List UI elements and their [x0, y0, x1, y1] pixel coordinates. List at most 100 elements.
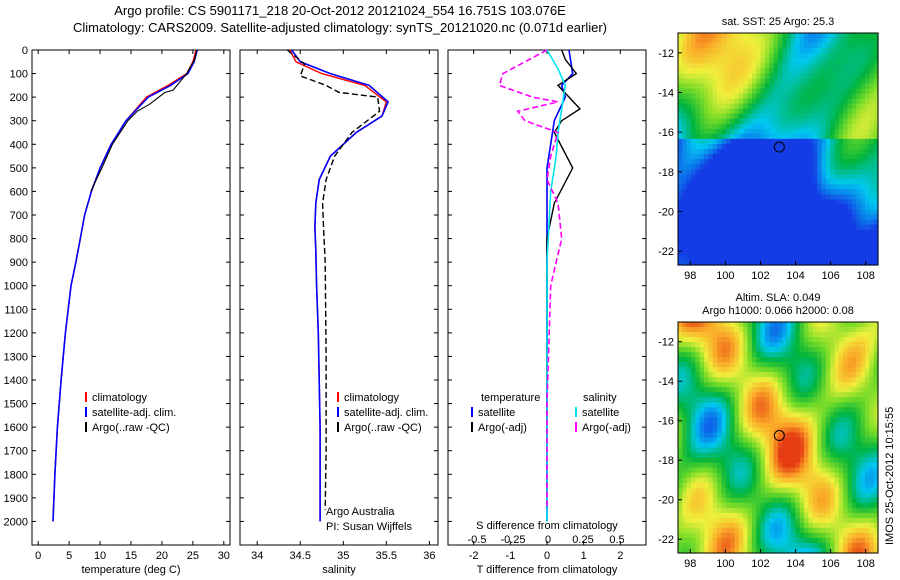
- map-cell: [686, 357, 692, 363]
- map-cell: [699, 377, 705, 383]
- map-cell: [812, 492, 818, 499]
- map-cell: [704, 472, 710, 479]
- map-cell: [864, 502, 870, 509]
- map-cell: [795, 33, 801, 39]
- map-cell: [760, 189, 766, 195]
- map-cell: [699, 487, 705, 494]
- map-cell: [812, 437, 818, 444]
- map-cell: [778, 377, 783, 383]
- map-cell: [738, 128, 744, 135]
- map-cell: [721, 392, 727, 398]
- map-cell: [778, 502, 783, 509]
- map-cell: [747, 254, 753, 261]
- map-cell: [764, 367, 770, 373]
- map-cell: [682, 382, 688, 388]
- map-cell: [686, 113, 692, 120]
- map-cell: [760, 537, 766, 544]
- map-cell: [778, 159, 783, 165]
- map-cell: [717, 234, 723, 241]
- map-cell: [873, 88, 879, 95]
- map-cell: [821, 73, 827, 79]
- map-cell: [873, 63, 879, 69]
- map-cell: [812, 123, 818, 130]
- map-cell: [817, 194, 823, 201]
- map-cell: [782, 244, 788, 251]
- map-cell: [804, 123, 810, 130]
- map-cell: [695, 138, 701, 145]
- map-cell: [778, 63, 783, 69]
- map-cell: [786, 234, 792, 241]
- map-cell: [817, 442, 823, 449]
- map-cell: [782, 128, 788, 135]
- map-cell: [795, 143, 801, 150]
- map-cell: [778, 452, 783, 459]
- map-cell: [760, 487, 766, 494]
- map-cell: [721, 452, 727, 459]
- map-cell: [808, 347, 814, 353]
- map-cell: [864, 377, 870, 383]
- map-cell: [860, 194, 866, 201]
- map-cell: [821, 159, 827, 165]
- map-cell: [825, 452, 831, 459]
- map-cell: [738, 103, 744, 110]
- map-cell: [769, 547, 775, 554]
- map-cell: [717, 154, 723, 160]
- map-cell: [799, 452, 805, 459]
- map-cell: [869, 427, 875, 434]
- map-cell: [756, 392, 762, 398]
- map-cell: [751, 149, 757, 155]
- map-cell: [699, 98, 705, 105]
- map-cell: [760, 234, 766, 241]
- map-cell: [825, 367, 831, 373]
- map-cell: [725, 43, 731, 49]
- map-cell: [799, 68, 805, 74]
- map-cell: [695, 179, 701, 185]
- map-cell: [825, 382, 831, 388]
- map-cell: [786, 48, 792, 54]
- map-cell: [721, 417, 727, 424]
- map-cell: [782, 442, 788, 449]
- map-cell: [760, 204, 766, 211]
- map-cell: [760, 159, 766, 165]
- map-cell: [751, 214, 757, 221]
- map-cell: [778, 397, 783, 403]
- map-cell: [734, 123, 740, 130]
- map-cell: [704, 457, 710, 464]
- map-cell: [864, 447, 870, 454]
- map-cell: [678, 164, 683, 170]
- map-cell: [725, 477, 731, 484]
- map-cell: [695, 377, 701, 383]
- map-cell: [838, 234, 844, 241]
- map-cell: [738, 512, 744, 519]
- map-cell: [773, 432, 779, 439]
- map-cell: [791, 219, 796, 226]
- map-cell: [725, 184, 731, 190]
- map-cell: [764, 507, 770, 514]
- map-cell: [756, 63, 762, 69]
- map-cell: [721, 103, 727, 110]
- map-cell: [799, 128, 805, 135]
- map-cell: [721, 78, 727, 85]
- map-cell: [795, 133, 801, 140]
- map-cell: [791, 118, 796, 125]
- map-cell: [799, 174, 805, 180]
- map-cell: [821, 143, 827, 150]
- map-cell: [864, 234, 870, 241]
- map-cell: [773, 337, 779, 343]
- map-cell: [843, 442, 849, 449]
- map-cell: [856, 327, 862, 333]
- map-cell: [704, 537, 710, 544]
- map-cell: [812, 133, 818, 140]
- map-cell: [786, 159, 792, 165]
- map-cell: [773, 143, 779, 150]
- map-cell: [738, 154, 744, 160]
- map-cell: [873, 327, 879, 333]
- map-cell: [725, 397, 731, 403]
- map-cell: [864, 442, 870, 449]
- map-cell: [712, 532, 718, 539]
- map-cell: [786, 482, 792, 489]
- map-cell: [864, 412, 870, 419]
- map-cell: [734, 219, 740, 226]
- map-cell: [699, 517, 705, 524]
- map-cell: [721, 58, 727, 64]
